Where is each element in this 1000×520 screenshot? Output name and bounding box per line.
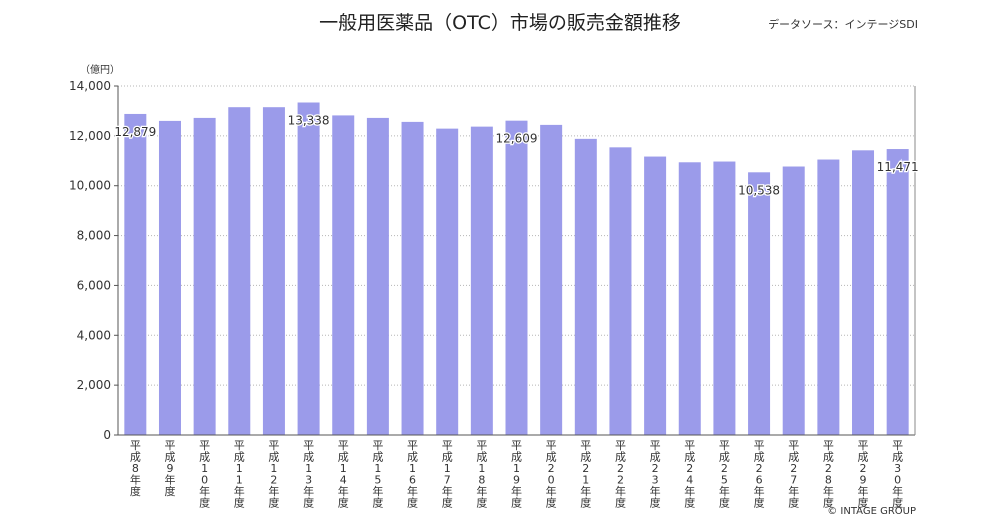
bar	[644, 156, 667, 435]
data-label: 12,609	[496, 132, 538, 146]
y-tick-label: 0	[103, 428, 111, 442]
x-tick-label: 平成 1 8 年度	[476, 439, 487, 510]
data-source-label: データソース：インテージSDI	[768, 18, 918, 31]
bar	[574, 138, 597, 435]
bar	[748, 172, 771, 435]
bar	[193, 117, 216, 435]
x-tick-label: 平成 2 6 年度	[754, 439, 765, 510]
y-tick-label: 12,000	[69, 129, 111, 143]
bar	[713, 161, 736, 435]
data-label: 11,471	[877, 160, 919, 174]
x-tick-label: 平成 9 年度	[164, 439, 175, 498]
x-tick-label: 平成 2 3 年度	[650, 439, 661, 510]
y-tick-label: 2,000	[77, 378, 111, 392]
bar	[228, 107, 251, 436]
bar	[852, 150, 875, 435]
bar	[401, 121, 424, 435]
axes	[114, 85, 916, 436]
x-tick-label: 平成 1 7 年度	[442, 439, 453, 510]
bar	[505, 120, 528, 435]
bar	[366, 117, 389, 435]
bar	[817, 159, 840, 435]
x-tick-label: 平成 3 0 年度	[892, 439, 903, 510]
bar	[678, 162, 701, 435]
bar	[297, 102, 320, 435]
x-tick-label: 平成 1 6 年度	[407, 439, 418, 510]
x-tick-label: 平成 1 3 年度	[303, 439, 314, 510]
x-tick-label: 平成 1 5 年度	[372, 439, 383, 510]
y-tick-label: 10,000	[69, 179, 111, 193]
bars	[124, 102, 909, 436]
y-tick-label: 4,000	[77, 328, 111, 342]
y-tick-label: 6,000	[77, 278, 111, 292]
data-labels: 12,879 13,338 12,609 10,538 11,471	[113, 112, 920, 198]
x-tick-label: 平成 2 2 年度	[615, 439, 626, 510]
x-tick-label: 平成 1 0 年度	[199, 439, 210, 510]
bar	[158, 120, 181, 436]
x-tick-label: 平成 2 7 年度	[788, 439, 799, 510]
x-tick-labels: 平成 8 年度 平成 9 年度 平成 1 0 年度 平成 1 1 年度 平成 1 2 年度 平成 1 3 年度 平成 1 4 年度…	[130, 439, 903, 510]
x-tick-label: 平成 2 9 年度	[858, 439, 869, 510]
bar	[609, 147, 632, 435]
x-tick-label: 平成 1 4 年度	[338, 439, 349, 510]
bar	[540, 124, 563, 435]
x-tick-label: 平成 1 9 年度	[511, 439, 522, 510]
x-tick-label: 平成 2 5 年度	[719, 439, 730, 510]
copyright-label: © INTAGE GROUP	[827, 506, 916, 517]
y-axis-unit-label: （億円）	[80, 65, 120, 76]
x-tick-label: 平成 2 4 年度	[684, 439, 695, 510]
bar	[782, 166, 805, 435]
data-label: 10,538	[738, 183, 780, 197]
y-tick-label: 14,000	[69, 79, 111, 93]
x-tick-label: 平成 2 0 年度	[546, 439, 557, 510]
x-tick-label: 平成 8 年度	[130, 439, 141, 498]
bar	[262, 107, 285, 436]
data-label: 12,879	[114, 125, 156, 139]
x-tick-label: 平成 1 2 年度	[268, 439, 279, 510]
bar	[470, 126, 493, 435]
y-tick-labels: 0 2,000 4,000 6,000 8,000 10,000 12,000 14,000	[69, 79, 111, 442]
y-tick-label: 8,000	[77, 229, 111, 243]
bar	[886, 149, 909, 435]
x-tick-label: 平成 2 1 年度	[580, 439, 591, 510]
x-tick-label: 平成 1 1 年度	[234, 439, 245, 510]
data-label: 13,338	[288, 114, 330, 128]
x-tick-label: 平成 2 8 年度	[823, 439, 834, 510]
bar	[436, 128, 459, 435]
bar	[124, 113, 147, 435]
chart-title: 一般用医薬品（OTC）市場の販売金額推移	[319, 12, 681, 34]
gridlines	[118, 85, 915, 386]
bar	[332, 115, 355, 435]
